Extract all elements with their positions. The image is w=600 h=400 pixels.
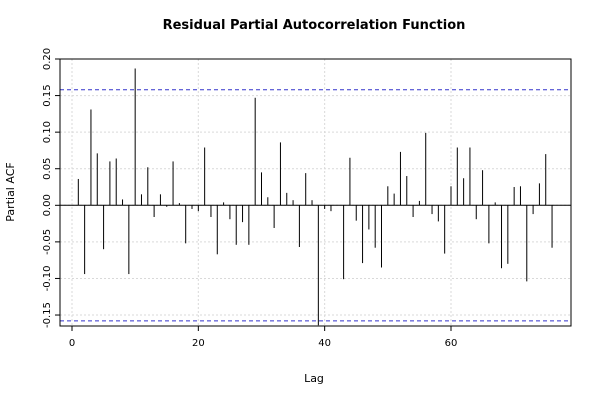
y-tick-label: 0.00	[42, 194, 53, 216]
x-tick-label: 0	[69, 338, 75, 349]
x-tick-label: 40	[318, 338, 331, 349]
y-axis-label: Partial ACF	[4, 162, 17, 221]
y-tick-label: -0.05	[42, 229, 53, 255]
y-tick-label: -0.10	[42, 266, 53, 292]
y-tick-label: 0.10	[42, 121, 53, 143]
grid	[60, 58, 571, 326]
confidence-bands	[60, 89, 571, 322]
x-axis: 0 20 40 60	[69, 326, 458, 349]
chart-title: Residual Partial Autocorrelation Functio…	[163, 18, 466, 33]
y-axis: -0.15 -0.10 -0.05 0.00 0.05 0.10 0.15 0.20	[42, 48, 60, 328]
pacf-bars	[77, 68, 553, 326]
x-axis-label: Lag	[304, 372, 324, 385]
x-tick-label: 20	[192, 338, 205, 349]
y-tick-label: 0.15	[42, 84, 53, 106]
y-tick-label: -0.15	[42, 302, 53, 328]
y-tick-label: 0.05	[42, 158, 53, 180]
plot-frame	[59, 58, 572, 327]
y-tick-label: 0.20	[42, 48, 53, 70]
x-tick-label: 60	[445, 338, 458, 349]
